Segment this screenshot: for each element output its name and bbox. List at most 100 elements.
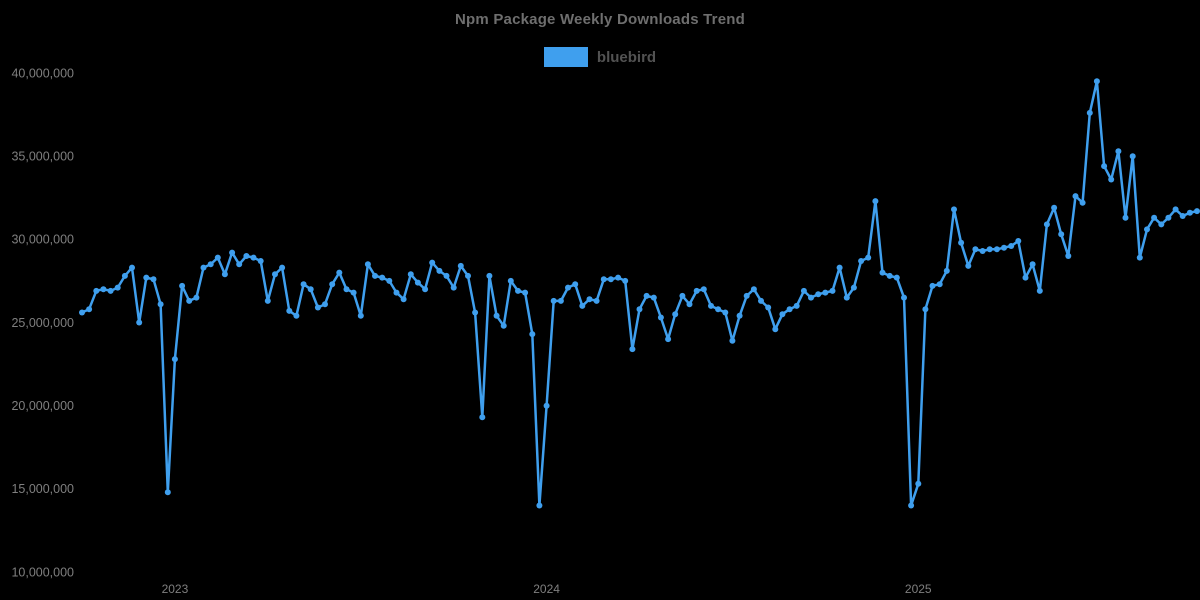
data-point-marker[interactable] xyxy=(565,284,571,291)
data-point-marker[interactable] xyxy=(793,302,800,309)
data-point-marker[interactable] xyxy=(414,279,421,286)
data-point-marker[interactable] xyxy=(336,269,343,276)
data-point-marker[interactable] xyxy=(1115,148,1122,155)
data-point-marker[interactable] xyxy=(522,289,529,296)
data-point-marker[interactable] xyxy=(800,287,807,294)
data-point-marker[interactable] xyxy=(214,254,221,261)
data-point-marker[interactable] xyxy=(179,282,186,289)
data-point-marker[interactable] xyxy=(493,312,500,319)
data-point-marker[interactable] xyxy=(893,274,900,281)
data-point-marker[interactable] xyxy=(843,294,850,301)
data-point-marker[interactable] xyxy=(622,277,629,284)
data-point-marker[interactable] xyxy=(1086,109,1093,116)
data-point-marker[interactable] xyxy=(221,271,228,278)
data-point-marker[interactable] xyxy=(1058,231,1065,238)
data-point-marker[interactable] xyxy=(343,286,350,293)
data-point-marker[interactable] xyxy=(150,276,157,283)
data-point-marker[interactable] xyxy=(808,294,814,301)
data-point-marker[interactable] xyxy=(822,289,829,296)
data-point-marker[interactable] xyxy=(422,286,429,293)
data-point-marker[interactable] xyxy=(693,287,700,294)
data-point-marker[interactable] xyxy=(393,289,400,296)
data-point-marker[interactable] xyxy=(129,264,135,271)
data-point-marker[interactable] xyxy=(279,264,286,271)
data-point-marker[interactable] xyxy=(272,271,278,278)
data-point-marker[interactable] xyxy=(722,309,729,316)
data-point-marker[interactable] xyxy=(314,304,321,311)
data-point-marker[interactable] xyxy=(729,337,736,344)
data-point-marker[interactable] xyxy=(1093,78,1100,85)
data-point-marker[interactable] xyxy=(293,312,300,319)
data-point-marker[interactable] xyxy=(743,292,750,299)
data-point-marker[interactable] xyxy=(257,258,264,264)
data-point-marker[interactable] xyxy=(1043,221,1050,228)
data-point-marker[interactable] xyxy=(386,277,393,284)
data-point-marker[interactable] xyxy=(593,297,600,304)
data-point-marker[interactable] xyxy=(515,287,521,294)
data-point-marker[interactable] xyxy=(529,331,536,338)
data-point-marker[interactable] xyxy=(322,301,328,308)
data-point-marker[interactable] xyxy=(164,489,171,496)
data-point-marker[interactable] xyxy=(572,281,579,288)
data-point-marker[interactable] xyxy=(1051,204,1058,211)
data-point-marker[interactable] xyxy=(507,277,514,284)
data-point-marker[interactable] xyxy=(972,246,979,253)
data-point-marker[interactable] xyxy=(1129,153,1136,160)
data-point-marker[interactable] xyxy=(607,276,614,283)
data-point-marker[interactable] xyxy=(157,301,164,308)
data-point-marker[interactable] xyxy=(951,206,957,213)
data-point-marker[interactable] xyxy=(536,502,543,509)
data-point-marker[interactable] xyxy=(264,297,271,304)
data-point-marker[interactable] xyxy=(815,291,822,298)
data-point-marker[interactable] xyxy=(1008,243,1015,249)
data-point-marker[interactable] xyxy=(1158,221,1165,228)
data-point-marker[interactable] xyxy=(1101,163,1108,170)
data-point-marker[interactable] xyxy=(1151,214,1158,221)
data-point-marker[interactable] xyxy=(357,312,364,319)
data-point-marker[interactable] xyxy=(700,286,707,293)
data-point-marker[interactable] xyxy=(86,306,93,313)
data-point-marker[interactable] xyxy=(758,297,764,304)
data-point-marker[interactable] xyxy=(307,286,314,293)
data-point-marker[interactable] xyxy=(650,294,657,301)
data-point-marker[interactable] xyxy=(207,261,214,268)
data-point-marker[interactable] xyxy=(300,281,307,288)
data-point-marker[interactable] xyxy=(79,309,85,316)
data-point-marker[interactable] xyxy=(1165,214,1172,221)
data-point-marker[interactable] xyxy=(708,302,714,309)
data-point-marker[interactable] xyxy=(993,246,1000,253)
data-point-marker[interactable] xyxy=(1144,226,1150,233)
data-point-marker[interactable] xyxy=(236,261,243,268)
data-point-marker[interactable] xyxy=(836,264,843,271)
data-point-marker[interactable] xyxy=(229,249,236,256)
data-point-marker[interactable] xyxy=(400,296,407,303)
data-point-marker[interactable] xyxy=(100,286,107,293)
data-point-marker[interactable] xyxy=(443,272,450,279)
data-point-marker[interactable] xyxy=(200,264,207,271)
data-point-marker[interactable] xyxy=(1072,193,1079,200)
data-point-marker[interactable] xyxy=(765,304,772,311)
data-point-marker[interactable] xyxy=(886,272,893,279)
data-point-marker[interactable] xyxy=(858,258,865,264)
data-point-marker[interactable] xyxy=(472,309,479,316)
data-point-marker[interactable] xyxy=(107,287,114,294)
data-point-marker[interactable] xyxy=(579,302,586,309)
data-point-marker[interactable] xyxy=(979,248,986,254)
data-point-marker[interactable] xyxy=(779,311,786,318)
data-point-marker[interactable] xyxy=(1029,261,1036,268)
data-point-marker[interactable] xyxy=(550,297,557,304)
data-point-marker[interactable] xyxy=(672,311,679,318)
data-point-marker[interactable] xyxy=(93,287,100,294)
data-point-marker[interactable] xyxy=(679,292,686,299)
data-point-marker[interactable] xyxy=(372,272,378,279)
data-point-marker[interactable] xyxy=(364,261,371,268)
data-point-marker[interactable] xyxy=(1172,206,1179,213)
data-point-marker[interactable] xyxy=(865,254,872,261)
data-point-marker[interactable] xyxy=(1022,274,1029,281)
data-point-marker[interactable] xyxy=(286,307,293,314)
data-point-marker[interactable] xyxy=(715,306,722,313)
data-point-marker[interactable] xyxy=(243,253,250,259)
data-point-marker[interactable] xyxy=(1186,209,1193,216)
data-point-marker[interactable] xyxy=(500,322,507,329)
data-point-marker[interactable] xyxy=(1065,253,1072,259)
